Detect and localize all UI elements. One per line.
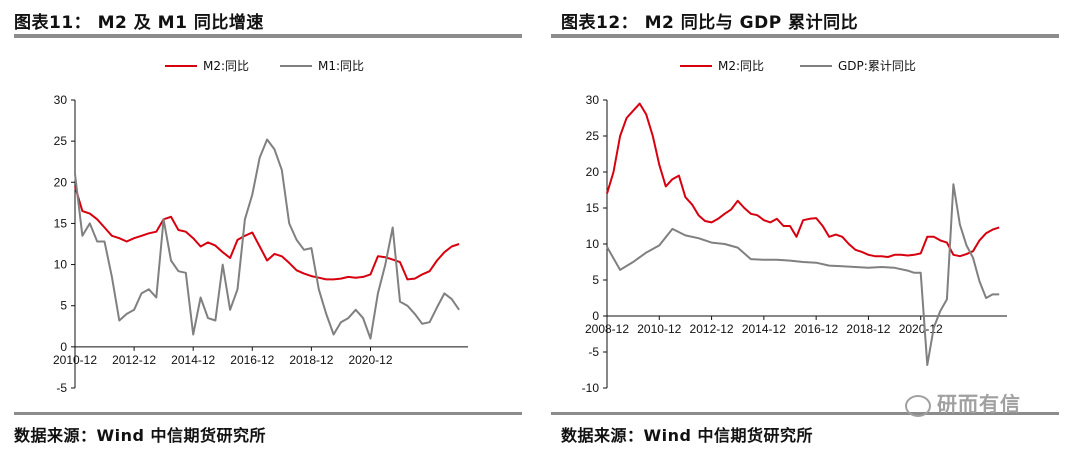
y-tick-label: 20: [586, 165, 600, 179]
data-source: 数据来源：Wind 中信期货研究所: [561, 426, 814, 445]
y-tick-label: 10: [54, 258, 68, 272]
data-source: 数据来源：Wind 中信期货研究所: [14, 426, 267, 445]
x-tick-label: 2010-12: [53, 353, 97, 367]
m2-m1-chart: -5 0 5 10 15 20 25 30 2010-12 2012-12 2014-12 2016-…: [53, 59, 468, 395]
bottom-divider: [14, 412, 522, 415]
y-tick-label: 30: [54, 93, 68, 107]
y-tick-label: -5: [56, 381, 67, 395]
title-divider: [551, 34, 1059, 38]
y-tick-label: -5: [588, 345, 599, 359]
x-tick-label: 2012-12: [112, 353, 156, 367]
x-tick-label: 2010-12: [637, 322, 681, 336]
y-tick-label: 20: [54, 175, 68, 189]
wechat-icon: [905, 394, 931, 417]
series-line-2: [74, 138, 460, 340]
y-tick-label: 30: [586, 93, 600, 107]
right-panel: 图表12： M2 同比与 GDP 累计同比 -10 -5 0 5 10 15 20 25 30 2…: [545, 0, 1065, 449]
title-divider: [14, 34, 522, 38]
chart-title: 图表11： M2 及 M1 同比增速: [14, 13, 264, 33]
y-tick-label: 25: [586, 129, 600, 143]
m2-gdp-chart: -10 -5 0 5 10 15 20 25 30 2008-12 2010-12 2012-12 20…: [582, 59, 1007, 395]
x-tick-label: 2018-12: [289, 353, 333, 367]
y-tick-label: 0: [592, 309, 599, 323]
x-tick-label: 2014-12: [742, 322, 786, 336]
y-tick-label: 15: [54, 216, 68, 230]
legend-label: M2:同比: [718, 59, 764, 73]
x-tick-label: 2020-12: [899, 322, 943, 336]
y-tick-label: -10: [582, 381, 600, 395]
watermark-text: 研而有信: [937, 392, 1021, 416]
series-line-2: [606, 183, 1000, 366]
legend-label: GDP:累计同比: [838, 59, 916, 73]
y-tick-label: 25: [54, 134, 68, 148]
y-tick-label: 15: [586, 201, 600, 215]
x-tick-label: 2014-12: [171, 353, 215, 367]
x-tick-label: 2020-12: [348, 353, 392, 367]
x-tick-label: 2018-12: [846, 322, 890, 336]
legend-label: M2:同比: [203, 59, 249, 73]
y-tick-label: 0: [60, 340, 67, 354]
series-line-1: [606, 102, 1000, 258]
bottom-divider: [551, 412, 1059, 415]
series-line-1: [74, 186, 460, 281]
x-tick-label: 2008-12: [585, 322, 629, 336]
legend-label: M1:同比: [318, 59, 364, 73]
x-tick-label: 2016-12: [230, 353, 274, 367]
x-tick-label: 2012-12: [690, 322, 734, 336]
y-tick-label: 5: [60, 299, 67, 313]
y-tick-label: 10: [586, 237, 600, 251]
watermark: 研而有信: [905, 388, 1021, 417]
x-tick-label: 2016-12: [794, 322, 838, 336]
y-tick-label: 5: [592, 273, 599, 287]
chart-title: 图表12： M2 同比与 GDP 累计同比: [561, 13, 859, 33]
left-panel: 图表11： M2 及 M1 同比增速 -5 0 5 10 15 20 25 30 2010-12…: [0, 0, 522, 449]
